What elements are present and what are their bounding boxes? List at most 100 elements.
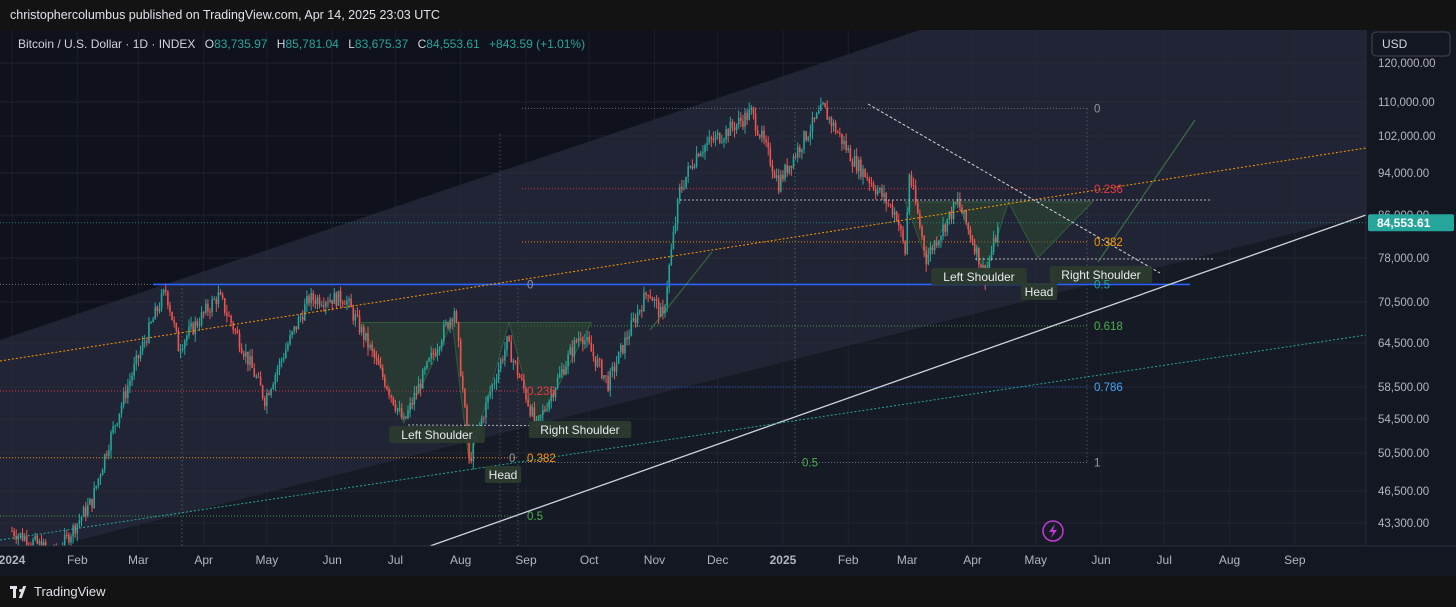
candle-body [756, 130, 759, 136]
candle-body [839, 132, 841, 134]
candle-body [183, 340, 186, 349]
candle-body [796, 147, 799, 158]
candle-body [733, 127, 736, 131]
currency-button[interactable] [1371, 31, 1451, 57]
candle-body [112, 426, 114, 433]
candle-body [590, 342, 593, 352]
candle-body [820, 104, 822, 111]
candle-body [221, 294, 224, 299]
candle-body [333, 292, 336, 304]
tradingview-logo[interactable]: TradingView [10, 584, 106, 599]
fib24-label-bottom-0: 0 [509, 453, 515, 465]
candle-body [706, 142, 708, 146]
candles [11, 97, 999, 560]
fib24-label-05: 0.5 [527, 511, 543, 523]
candle-body [605, 375, 607, 377]
candle-body [761, 130, 763, 138]
candle-body [975, 247, 978, 254]
candle-body [299, 316, 302, 318]
candle-body [887, 203, 890, 205]
candle-body [973, 243, 976, 254]
candle-body [883, 193, 885, 197]
candle-body [371, 344, 374, 351]
x-tick-label: May [1024, 553, 1047, 567]
descending-resistance [867, 103, 1161, 274]
candle-body [546, 409, 548, 411]
open-value: 83,735.97 [214, 37, 268, 51]
candle-body [965, 210, 968, 224]
candle-body [919, 213, 921, 227]
candle-body [963, 210, 965, 214]
candle-body [512, 360, 515, 363]
candle-body [390, 395, 392, 398]
candle-body [65, 534, 68, 536]
x-tick-label: May [256, 553, 279, 567]
candle-body [836, 132, 839, 134]
candle-body [405, 416, 407, 419]
price-axis[interactable] [1366, 30, 1456, 546]
x-tick-label: Apr [194, 553, 213, 567]
candle-body [280, 359, 283, 362]
candle-body [133, 364, 135, 376]
candle-body [881, 187, 883, 197]
candle-body [895, 211, 898, 221]
price-chart[interactable]: Left Shoulder Head Right Shoulder Left Shou… [0, 30, 1456, 576]
candle-body [813, 117, 816, 119]
candle-body [457, 322, 460, 341]
candle-body [792, 156, 795, 168]
high-label: H [277, 37, 286, 51]
label-head-bg [484, 466, 522, 483]
candle-body [192, 323, 194, 335]
candle-body [731, 121, 734, 128]
candle-body [935, 241, 938, 246]
candle-body [824, 102, 826, 108]
candle-body [969, 229, 972, 239]
candle-body [137, 355, 140, 359]
lightning-icon[interactable] [1042, 520, 1064, 542]
candle-body [693, 166, 696, 168]
time-axis[interactable] [0, 546, 1456, 576]
candle-body [773, 171, 776, 178]
candle-body [198, 325, 201, 327]
candle-body [735, 124, 738, 131]
candle-body [992, 238, 995, 252]
candle-body [752, 107, 755, 114]
candle-body [925, 250, 927, 265]
candle-body [483, 417, 485, 419]
candle-body [657, 300, 660, 317]
pattern-left-shoulder-2025 [904, 201, 959, 260]
candle-body [455, 311, 458, 323]
candle-body [101, 469, 104, 476]
candle-body [577, 337, 580, 342]
candle-body [765, 139, 767, 143]
candle-body [685, 176, 687, 188]
candle-body [847, 148, 850, 151]
candle-body [362, 326, 365, 340]
candle-body [681, 186, 683, 189]
candle-body [655, 298, 658, 301]
candle-body [885, 193, 887, 204]
candle-body [929, 247, 932, 255]
candle-body [489, 392, 491, 396]
y-tick-label: 120,000.00 [1378, 58, 1436, 70]
candle-body [573, 339, 576, 356]
x-tick-label: Feb [67, 553, 88, 567]
candle-body [523, 379, 525, 389]
candle-body [360, 326, 363, 333]
candle-body [297, 317, 300, 330]
candle-body [318, 297, 321, 306]
fib25-label-0618: 0.618 [1094, 321, 1123, 333]
candle-body [643, 292, 645, 312]
fib25-label-0786: 0.786 [1094, 382, 1123, 394]
candle-body [598, 359, 601, 361]
candle-body [74, 525, 76, 534]
x-tick-label: Oct [580, 553, 599, 567]
chart-area[interactable]: Left Shoulder Head Right Shoulder Left Shou… [0, 30, 1456, 576]
candle-body [322, 305, 325, 307]
candle-body [97, 478, 100, 486]
candle-body [341, 302, 344, 304]
candle-body [160, 293, 163, 309]
candle-body [135, 355, 138, 365]
candle-body [194, 321, 197, 335]
candle-body [832, 122, 835, 126]
